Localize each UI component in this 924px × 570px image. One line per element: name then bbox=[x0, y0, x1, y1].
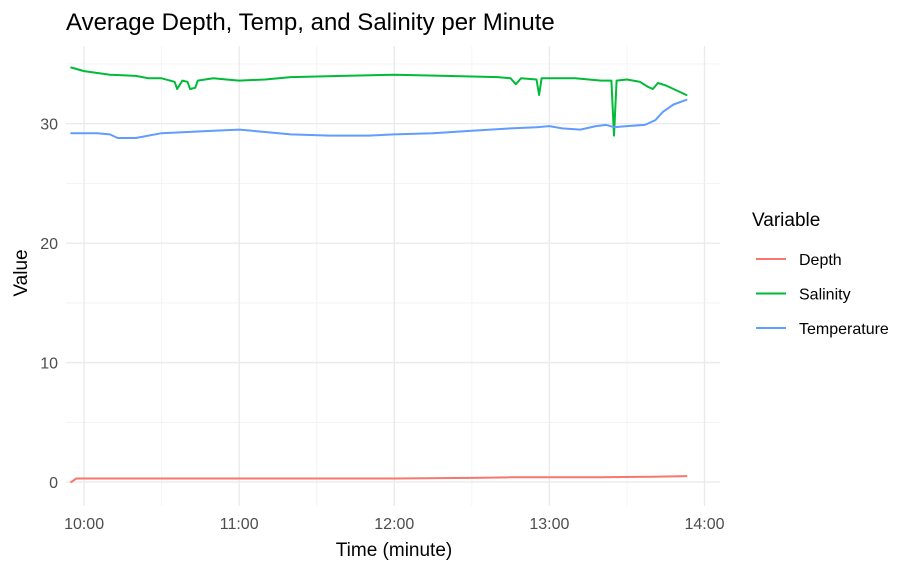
legend-label-depth: Depth bbox=[799, 252, 842, 269]
legend-label-temperature: Temperature bbox=[799, 321, 889, 338]
legend-label-salinity: Salinity bbox=[799, 287, 851, 304]
panel-grid bbox=[66, 46, 720, 506]
y-axis-title: Value bbox=[11, 249, 32, 296]
series-line-salinity bbox=[70, 66, 688, 137]
x-axis-title: Time (minute) bbox=[336, 540, 452, 561]
chart-title: Average Depth, Temp, and Salinity per Mi… bbox=[66, 9, 555, 36]
series-line-depth bbox=[70, 475, 688, 484]
legend: Variable Depth Salinity Temperature bbox=[752, 210, 889, 338]
x-axis-ticks: 10:00 11:00 12:00 13:00 14:00 bbox=[64, 516, 725, 533]
x-tick-label: 12:00 bbox=[374, 516, 414, 533]
y-tick-label: 30 bbox=[40, 117, 58, 134]
x-tick-label: 10:00 bbox=[64, 516, 104, 533]
x-tick-label: 14:00 bbox=[684, 516, 724, 533]
plot-series bbox=[70, 66, 688, 484]
y-tick-label: 0 bbox=[49, 475, 58, 492]
legend-items: Depth Salinity Temperature bbox=[756, 252, 889, 338]
legend-title: Variable bbox=[752, 210, 820, 231]
x-tick-label: 11:00 bbox=[220, 516, 259, 533]
y-axis-ticks: 0 10 20 30 bbox=[40, 117, 58, 492]
y-tick-label: 10 bbox=[40, 356, 58, 373]
y-tick-label: 20 bbox=[40, 236, 58, 253]
x-tick-label: 13:00 bbox=[529, 516, 569, 533]
series-line-temperature bbox=[70, 98, 688, 139]
